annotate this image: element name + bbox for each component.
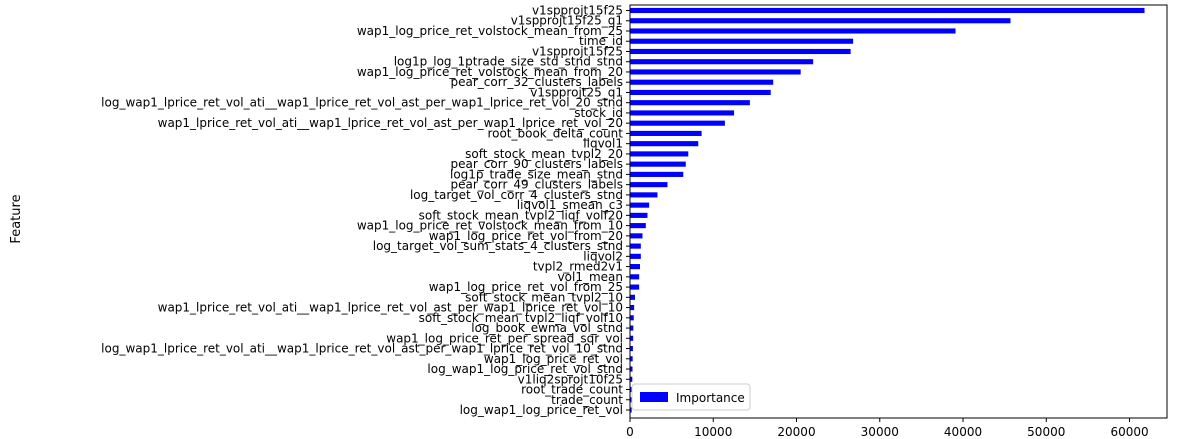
bar-27 (630, 284, 640, 290)
bar-10 (630, 110, 735, 116)
y-tick-label-4: v1spprojt15f25 (532, 44, 623, 58)
bar-8 (630, 89, 771, 96)
x-tick-label-3: 30000 (861, 425, 899, 439)
legend-box (631, 383, 751, 411)
bar-14 (630, 151, 689, 157)
y-tick-label-11: wap1_lprice_ret_vol_ati__wap1_lprice_ret… (158, 116, 623, 130)
x-ticks-group: 0 10000 20000 30000 40000 50000 60000 (626, 418, 1149, 439)
y-tick-label-13: liqvol1 (583, 137, 623, 151)
y-tick-label-29: wap1_lprice_ret_vol_ati__wap1_lprice_ret… (158, 301, 623, 315)
y-tick-label-21: wap1_log_price_ret_volstock_mean_from_10 (357, 219, 623, 233)
bar-25 (630, 264, 640, 270)
bar-21 (630, 223, 646, 229)
y-tick-label-5: log1p_log_1ptrade_size_std_stnd_stnd (394, 55, 623, 69)
y-tick-label-0: v1spprojt15f25 (532, 4, 623, 18)
y-ticks-group: v1spprojt15f25v1spprojt15f25_q1wap1_log_… (101, 4, 630, 417)
bar-35 (630, 366, 633, 372)
bar-30 (630, 315, 634, 321)
x-tick-label-5: 50000 (1027, 425, 1065, 439)
y-tick-label-24: liqvol2 (583, 249, 623, 263)
y-tick-label-17: pear_corr_49_clusters_labels (451, 178, 624, 192)
y-tick-label-27: wap1_log_price_ret_vol_from_25 (429, 280, 623, 294)
bar-33 (630, 345, 633, 352)
y-tick-label-19: liqvol1_smean_c3 (517, 198, 623, 212)
y-tick-label-23: log_target_vol_sum_stats_4_clusters_stnd (373, 239, 623, 253)
y-tick-label-8: v1spprojt25_q1 (530, 85, 623, 99)
bar-6 (630, 69, 801, 75)
y-tick-label-35: log_wap1_log_price_ret_vol_stnd (427, 362, 623, 376)
y-tick-label-2: wap1_log_price_ret_volstock_mean_from_25 (357, 24, 623, 38)
bar-34 (630, 356, 633, 362)
legend-label-importance: Importance (676, 391, 745, 405)
y-tick-label-15: pear_corr_90_clusters_labels (451, 157, 624, 171)
bar-5 (630, 59, 814, 65)
y-tick-label-28: soft_stock_mean_tvpl2_10 (465, 290, 623, 304)
bar-12 (630, 130, 702, 136)
bar-19 (630, 202, 650, 208)
y-tick-label-30: soft_stock_mean_tvpl2_liqf_volf10 (419, 311, 623, 325)
y-tick-label-20: soft_stock_mean_tvpl2_liqf_volf20 (419, 208, 623, 222)
y-tick-label-34: wap1_log_price_ret_vol (484, 352, 623, 366)
bar-36 (630, 376, 633, 382)
y-tick-label-22: wap1_log_price_ret_vol_from_20 (429, 229, 623, 243)
bars-group (630, 7, 1145, 413)
bar-32 (630, 335, 634, 341)
y-tick-label-25: tvpl2_rmed2v1 (533, 260, 623, 274)
y-tick-label-16: log1p_trade_size_mean_stnd (450, 167, 623, 181)
x-tick-label-2: 20000 (777, 425, 815, 439)
bar-2 (630, 28, 956, 34)
bar-3 (630, 38, 854, 44)
y-tick-label-33: log_wap1_lprice_ret_vol_ati__wap1_lprice… (101, 342, 623, 356)
bar-15 (630, 161, 686, 167)
bar-26 (630, 274, 640, 280)
x-tick-label-0: 0 (626, 425, 634, 439)
bar-39 (630, 407, 632, 413)
bar-29 (630, 305, 635, 311)
y-tick-label-10: stock_id (574, 106, 623, 120)
y-tick-label-18: log_target_vol_corr_4_clusters_stnd (410, 188, 623, 202)
y-tick-label-38: trade_count (551, 393, 623, 407)
plot-frame (629, 4, 1168, 419)
bar-23 (630, 243, 641, 249)
x-tick-label-1: 10000 (694, 425, 732, 439)
bar-7 (630, 79, 774, 85)
bar-28 (630, 294, 635, 300)
bar-18 (630, 192, 658, 198)
bar-13 (630, 141, 699, 147)
x-tick-label-4: 40000 (944, 425, 982, 439)
y-tick-label-9: log_wap1_lprice_ret_vol_ati__wap1_lprice… (101, 96, 623, 110)
bar-24 (630, 253, 641, 259)
bar-22 (630, 233, 643, 239)
y-tick-label-6: wap1_log_price_ret_volstock_mean_from_20 (357, 65, 623, 79)
x-tick-label-6: 60000 (1110, 425, 1148, 439)
y-tick-label-14: soft_stock_mean_tvpl2_20 (465, 147, 623, 161)
y-tick-label-37: root_trade_count (521, 383, 623, 397)
y-tick-label-3: time_id (579, 34, 623, 48)
y-tick-label-7: pear_corr_32_clusters_labels (451, 75, 624, 89)
y-tick-label-32: wap1_log_price_ret_per_spread_sqr_vol (386, 331, 623, 345)
bar-9 (630, 100, 750, 106)
bar-37 (630, 386, 633, 393)
bar-16 (630, 171, 684, 177)
y-tick-label-39: log_wap1_log_price_ret_vol (460, 403, 623, 417)
bar-1 (630, 18, 1011, 24)
bar-20 (630, 212, 648, 218)
bar-17 (630, 182, 668, 188)
bar-38 (630, 397, 632, 403)
bar-31 (630, 325, 634, 331)
y-tick-label-12: root_book_delta_count (487, 126, 623, 140)
y-tick-label-36: v1liq2sprojt10f25 (518, 372, 623, 386)
bar-11 (630, 120, 725, 126)
y-tick-label-26: vol1_mean (558, 270, 623, 284)
legend: Importance (631, 383, 751, 411)
y-axis-label: Feature (9, 194, 24, 243)
y-tick-label-1: v1spprojt15f25_q1 (511, 14, 623, 28)
legend-swatch-importance (640, 392, 668, 402)
y-tick-label-31: log_book_ewma_vol_stnd (471, 321, 623, 335)
bar-0 (630, 7, 1145, 14)
bar-4 (630, 48, 851, 55)
